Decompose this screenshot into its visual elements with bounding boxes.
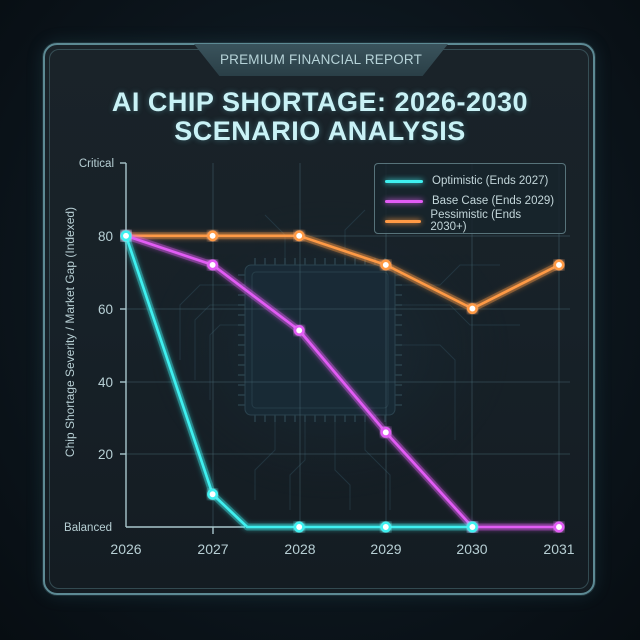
data-point-base-case[interactable] [380,426,392,438]
x-tick-2029: 2029 [370,541,401,557]
legend-item-pessimistic[interactable]: Pessimistic (Ends 2030+) [385,209,555,233]
series-layer [120,230,565,533]
series-line-optimistic [124,235,473,529]
chart-title-line1: AI CHIP SHORTAGE: 2026-2030 [111,87,529,117]
chip-background-decoration [150,200,520,510]
data-point-optimistic[interactable] [380,521,392,533]
x-tick-2031: 2031 [543,541,574,557]
x-tick-2030: 2030 [456,541,487,557]
data-point-pessimistic[interactable] [553,259,565,271]
x-tick-2026: 2026 [110,541,141,557]
series-optimistic [120,230,478,533]
data-point-pessimistic[interactable] [293,230,305,242]
banner-label: PREMIUM FINANCIAL REPORT [219,51,423,67]
data-point-base-case[interactable] [207,259,219,271]
data-point-base-case[interactable] [293,324,305,336]
legend-label-base-case: Base Case (Ends 2029) [432,195,555,207]
y-tick-20: 20 [98,447,113,462]
chart-title-line2: SCENARIO ANALYSIS [174,116,466,146]
legend-swatch-base-case [385,199,423,203]
legend-label-pessimistic: Pessimistic (Ends 2030+) [430,209,522,233]
x-tick-2027: 2027 [197,541,228,557]
data-point-optimistic[interactable] [120,230,132,242]
report-banner: PREMIUM FINANCIAL REPORT [194,44,448,76]
legend-label-optimistic: Optimistic (Ends 2027) [432,175,549,187]
data-point-pessimistic[interactable] [380,259,392,271]
series-pessimistic [120,230,565,315]
y-tick-80: 80 [98,229,113,244]
y-axis-title: Chip Shortage Severity / Market Gap (Ind… [63,207,77,457]
y-label-balanced: Balanced [64,522,112,534]
legend-swatch-pessimistic [385,219,422,223]
data-point-base-case[interactable] [553,521,565,533]
x-tick-2028: 2028 [284,541,315,557]
data-point-optimistic[interactable] [293,521,305,533]
legend-item-base-case[interactable]: Base Case (Ends 2029) [385,191,555,211]
y-label-critical: Critical [79,158,114,170]
legend-swatch-optimistic [385,179,423,183]
data-point-optimistic[interactable] [207,488,219,500]
y-tick-40: 40 [98,375,113,390]
chart-legend: Optimistic (Ends 2027) Base Case (Ends 2… [374,163,566,234]
data-point-pessimistic[interactable] [466,303,478,315]
series-line-pessimistic [126,234,560,310]
data-point-optimistic[interactable] [466,521,478,533]
series-line-base-case [125,234,559,529]
legend-item-optimistic[interactable]: Optimistic (Ends 2027) [385,171,555,191]
y-tick-60: 60 [98,302,113,317]
data-point-pessimistic[interactable] [207,230,219,242]
